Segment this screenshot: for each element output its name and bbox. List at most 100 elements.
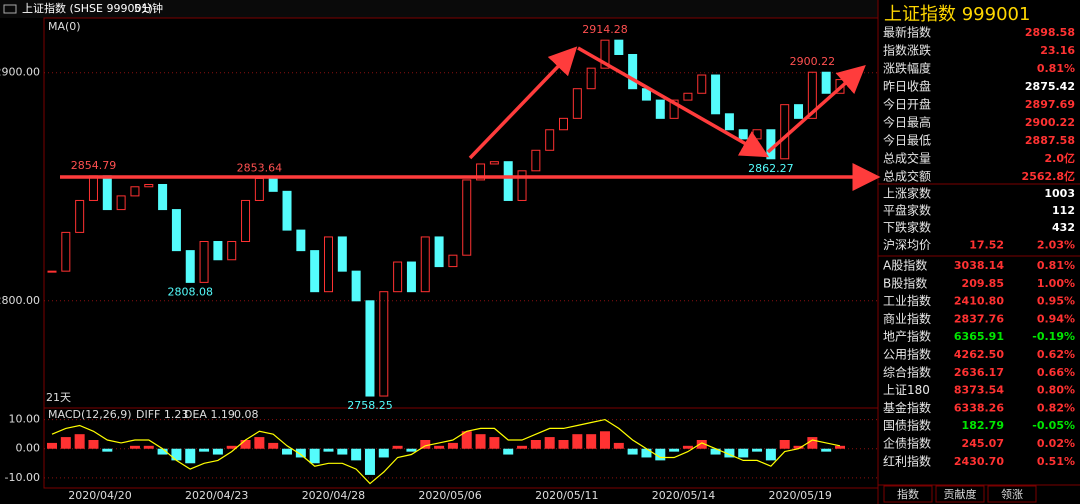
tab[interactable]: [883, 485, 933, 503]
macd-bar: [157, 448, 168, 455]
x-tick-label: 2020/05/06: [418, 489, 481, 502]
candle: [116, 195, 126, 211]
extreme-label: 2854.79: [71, 159, 117, 172]
arrow: [468, 46, 578, 160]
row-pct: 0.51%: [1037, 455, 1075, 468]
macd-tick-label: 0.00: [16, 442, 41, 455]
macd-bar: [517, 445, 528, 449]
plot: 2900.00 2800.00 10.00 0.00 -10.00 2020/04/20 2…: [0, 23, 878, 502]
row-label: 总成交额: [883, 169, 931, 184]
arrow: [577, 46, 770, 158]
macd-bar: [351, 448, 362, 461]
row-label: 昨日收盘: [883, 79, 931, 94]
macd-bar: [254, 437, 265, 449]
macd-bar: [420, 440, 431, 449]
candle: [199, 241, 209, 283]
macd-bar: [572, 434, 583, 449]
candle: [365, 300, 375, 397]
macd-bar: [143, 445, 154, 449]
macd-bar: [323, 448, 334, 452]
macd-bar: [724, 448, 735, 458]
macd-bar: [185, 448, 196, 464]
row-pct: 0.02%: [1037, 437, 1075, 450]
macd-tick-label: -10.00: [5, 471, 40, 484]
candle: [766, 129, 776, 160]
candle: [310, 250, 320, 293]
candle: [75, 199, 85, 233]
row-label: 今日最低: [883, 133, 931, 148]
macd-bar: [434, 445, 445, 449]
candle: [821, 71, 831, 94]
macd-bar: [129, 445, 140, 449]
candle: [393, 261, 403, 293]
macd-bar: [447, 442, 458, 449]
row-value: 1003: [1044, 187, 1075, 200]
candle: [655, 99, 665, 119]
macd-bar: [821, 448, 832, 452]
row-value: 6365.91: [954, 330, 1004, 343]
candle: [697, 74, 707, 94]
macd-bar: [240, 440, 251, 449]
tab-label[interactable]: 贡献度: [944, 487, 977, 501]
header-icon[interactable]: [3, 4, 17, 14]
candle: [545, 129, 555, 151]
tab[interactable]: [987, 485, 1037, 503]
row-label: 红利指数: [883, 453, 931, 468]
macd-title[interactable]: MACD(12,26,9): [48, 408, 132, 421]
extreme-label: 2914.28: [582, 23, 628, 36]
candle: [462, 179, 472, 256]
tab[interactable]: [935, 485, 985, 503]
candle: [213, 241, 223, 261]
row-label: 地产指数: [883, 329, 931, 344]
row-label: 工业指数: [883, 293, 931, 308]
candle: [669, 99, 679, 119]
macd-bar: [503, 448, 514, 455]
row-value: 0.81%: [1037, 62, 1075, 75]
row-label: 今日最高: [883, 115, 931, 130]
row-value: 112: [1052, 204, 1075, 217]
row-value: 23.16: [1040, 44, 1075, 57]
macd-bar: [489, 437, 500, 449]
extreme-label: 2808.08: [167, 285, 213, 298]
row-label: 沪深均价: [883, 238, 931, 252]
macd-bar: [738, 448, 749, 458]
candle: [711, 74, 721, 115]
quote-title: 上证指数 999001: [884, 4, 1030, 25]
row-value: 2430.70: [954, 455, 1004, 468]
period[interactable]: 5分钟: [134, 1, 163, 15]
row-value: 2887.58: [1025, 134, 1075, 147]
tab-label[interactable]: 指数: [897, 487, 919, 501]
row-pct: 0.95%: [1037, 295, 1075, 308]
row-label: 公用指数: [883, 347, 931, 362]
candle: [337, 236, 347, 272]
row-value: 4262.50: [954, 348, 1004, 361]
macd-bar: [627, 448, 638, 455]
indicator-label[interactable]: MA(0): [48, 20, 81, 33]
candle: [323, 236, 333, 293]
range-label: 21天: [46, 391, 71, 404]
macd-bar: [199, 448, 210, 452]
row-label: 上涨家数: [883, 186, 931, 201]
x-tick-label: 2020/05/14: [652, 489, 715, 502]
macd-bar: [378, 448, 389, 458]
macd-bar: [47, 442, 57, 449]
row-pct: 1.00%: [1037, 277, 1075, 290]
candle: [434, 236, 444, 268]
candle: [794, 104, 804, 119]
candle: [241, 199, 251, 243]
row-label: 总成交量: [883, 151, 931, 166]
macd-bar: [807, 437, 818, 449]
tab-label[interactable]: 领涨: [1001, 488, 1023, 501]
dea-label: DEA 1.19: [184, 408, 235, 421]
candle: [448, 254, 458, 268]
candle: [61, 231, 71, 272]
row-value: 2562.8亿: [1022, 169, 1075, 183]
candle: [379, 291, 389, 397]
candle: [171, 209, 181, 252]
row-pct: 0.81%: [1037, 259, 1075, 272]
macd-bar: [752, 448, 763, 452]
row-pct: 0.94%: [1037, 312, 1075, 325]
row-value: 2897.69: [1025, 98, 1075, 111]
